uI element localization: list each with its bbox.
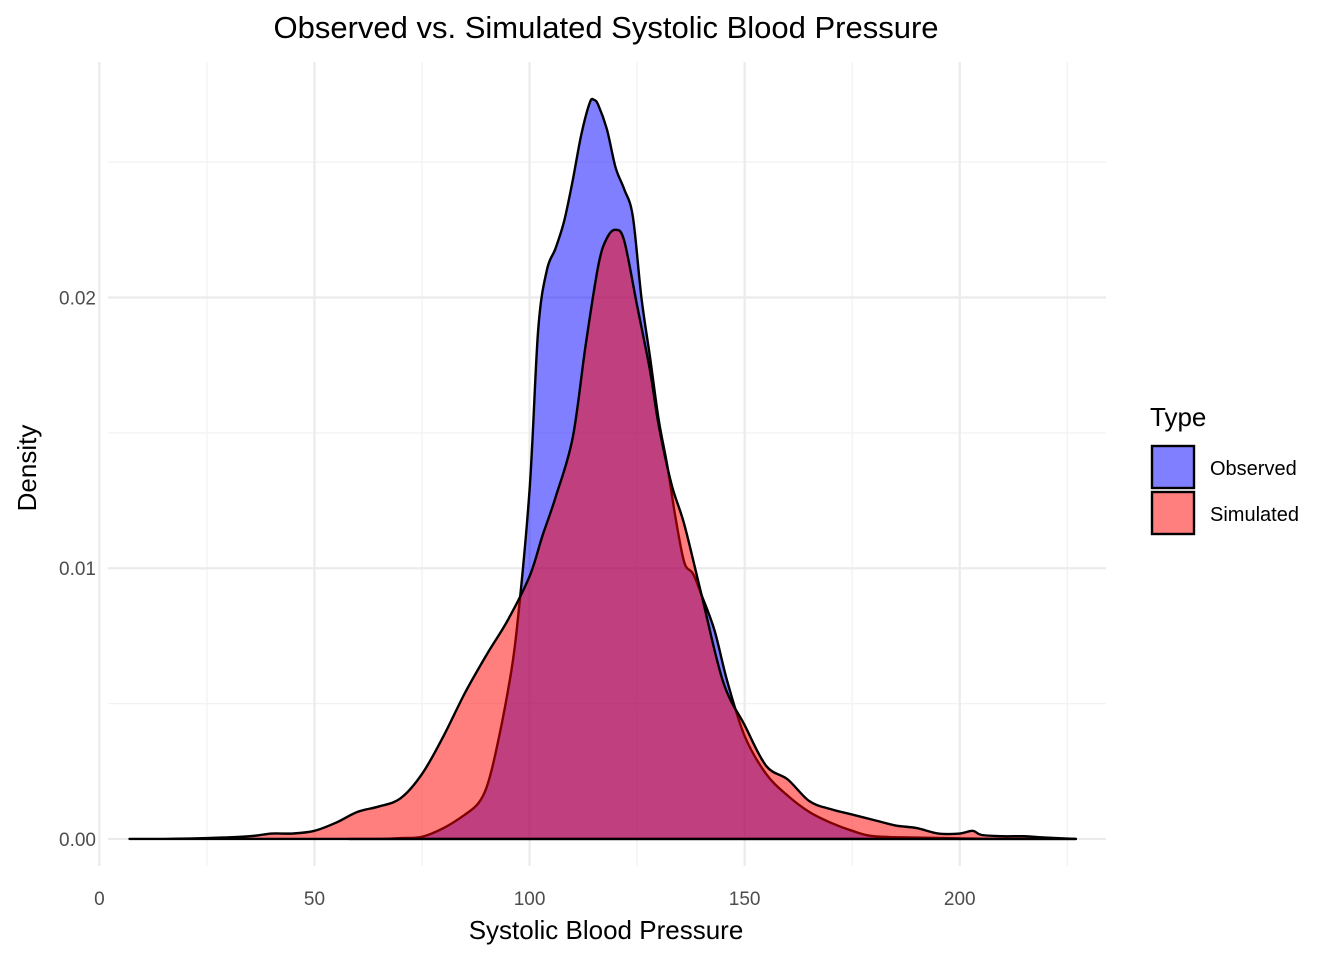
legend-label-simulated: Simulated [1210,504,1299,526]
legend-title: Type [1150,402,1206,432]
y-tick-label: 0.01 [59,559,96,580]
x-axis-ticks: 0 50 100 150 200 [94,889,975,910]
x-tick-label: 50 [304,889,325,910]
legend-key-observed [1150,444,1196,490]
y-tick-label: 0.02 [59,289,96,310]
x-tick-label: 150 [729,889,761,910]
chart-title: Observed vs. Simulated Systolic Blood Pr… [273,10,938,45]
legend: Type Observed Simulated [1150,402,1299,536]
y-axis-ticks: 0.00 0.01 0.02 [59,289,96,851]
legend-key-simulated [1150,490,1196,536]
x-axis-title: Systolic Blood Pressure [469,915,744,945]
x-tick-label: 100 [514,889,546,910]
y-tick-label: 0.00 [59,830,96,851]
density-areas [128,97,1078,841]
x-tick-label: 0 [94,889,105,910]
x-tick-label: 200 [944,889,976,910]
y-axis-title: Density [12,425,42,512]
legend-label-observed: Observed [1210,458,1297,480]
density-area-simulated [128,228,1078,841]
